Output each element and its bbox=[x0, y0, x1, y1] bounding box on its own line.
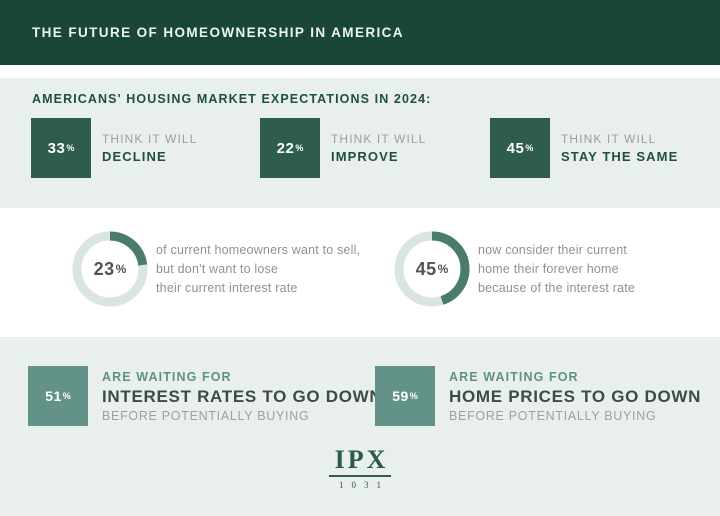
stat-value: 33 bbox=[47, 139, 66, 157]
donut-stat-forever-home: 45% now consider their current home thei… bbox=[394, 231, 635, 307]
stat-keyword: DECLINE bbox=[102, 149, 167, 164]
stat-prefix: THINK IT WILL bbox=[102, 132, 198, 146]
stat-value-box-decline: 33% bbox=[31, 118, 91, 178]
stat-label-improve: THINK IT WILL IMPROVE bbox=[331, 132, 426, 164]
logo-subtext: 1031 bbox=[339, 480, 389, 490]
percent-sign: % bbox=[62, 391, 71, 401]
stat-value-box-interest-rates: 51% bbox=[28, 366, 88, 426]
percent-sign: % bbox=[525, 143, 534, 153]
stat-label-decline: THINK IT WILL DECLINE bbox=[102, 132, 197, 164]
expectations-heading: AMERICANS' HOUSING MARKET EXPECTATIONS I… bbox=[32, 92, 432, 106]
percent-sign: % bbox=[115, 262, 127, 276]
donut-description: now consider their current home their fo… bbox=[478, 242, 636, 295]
donut-svg bbox=[72, 231, 148, 307]
donut-section: 23% of current homeowners want to sell, … bbox=[0, 208, 720, 337]
donut-value: 45 bbox=[415, 258, 437, 279]
donut-percent-label: 23% bbox=[72, 231, 148, 307]
percent-sign: % bbox=[409, 391, 418, 401]
expectations-section: AMERICANS' HOUSING MARKET EXPECTATIONS I… bbox=[0, 78, 720, 208]
donut-svg bbox=[394, 231, 470, 307]
stat-value-box-stay-same: 45% bbox=[490, 118, 550, 178]
stat-label-interest-rates: ARE WAITING FOR INTEREST RATES TO GO DOW… bbox=[102, 370, 382, 423]
donut-description: of current homeowners want to sell, but … bbox=[156, 242, 361, 295]
ipx1031-logo: IPX 1031 bbox=[0, 447, 720, 490]
donut-arc bbox=[394, 231, 470, 307]
stat-value: 51 bbox=[45, 388, 62, 404]
waiting-prefix: ARE WAITING FOR bbox=[102, 369, 232, 384]
donut-stat-sellers: 23% of current homeowners want to sell, … bbox=[72, 231, 360, 307]
stat-value: 59 bbox=[392, 388, 409, 404]
waiting-keyword: HOME PRICES TO GO DOWN bbox=[449, 386, 702, 406]
stat-improve: 22% THINK IT WILL IMPROVE bbox=[260, 118, 426, 178]
logo-rule bbox=[329, 475, 391, 477]
stat-value: 45 bbox=[506, 139, 525, 157]
waiting-keyword: INTEREST RATES TO GO DOWN bbox=[102, 386, 383, 406]
waiting-suffix: BEFORE POTENTIALLY BUYING bbox=[102, 408, 310, 423]
waiting-suffix: BEFORE POTENTIALLY BUYING bbox=[449, 408, 657, 423]
stat-value-box-improve: 22% bbox=[260, 118, 320, 178]
waiting-prefix: ARE WAITING FOR bbox=[449, 369, 579, 384]
page-title: THE FUTURE OF HOMEOWNERSHIP IN AMERICA bbox=[32, 25, 404, 40]
stat-waiting-interest-rates: 51% ARE WAITING FOR INTEREST RATES TO GO… bbox=[28, 366, 382, 426]
stat-decline: 33% THINK IT WILL DECLINE bbox=[31, 118, 197, 178]
stat-label-home-prices: ARE WAITING FOR HOME PRICES TO GO DOWN B… bbox=[449, 370, 701, 423]
logo-wordmark: IPX bbox=[334, 445, 389, 474]
stat-keyword: STAY THE SAME bbox=[561, 149, 679, 164]
donut-percent-label: 45% bbox=[394, 231, 470, 307]
stat-waiting-home-prices: 59% ARE WAITING FOR HOME PRICES TO GO DO… bbox=[375, 366, 701, 426]
stat-prefix: THINK IT WILL bbox=[331, 132, 427, 146]
percent-sign: % bbox=[66, 143, 75, 153]
waiting-section: 51% ARE WAITING FOR INTEREST RATES TO GO… bbox=[0, 337, 720, 516]
donut-chart-forever-home: 45% bbox=[394, 231, 470, 307]
stat-keyword: IMPROVE bbox=[331, 149, 399, 164]
donut-chart-sellers: 23% bbox=[72, 231, 148, 307]
donut-arc bbox=[72, 231, 148, 307]
percent-sign: % bbox=[295, 143, 304, 153]
donut-value: 23 bbox=[93, 258, 115, 279]
stat-value: 22 bbox=[276, 139, 295, 157]
stat-prefix: THINK IT WILL bbox=[561, 132, 657, 146]
stat-stay-same: 45% THINK IT WILL STAY THE SAME bbox=[490, 118, 678, 178]
percent-sign: % bbox=[437, 262, 449, 276]
stat-value-box-home-prices: 59% bbox=[375, 366, 435, 426]
stat-label-stay-same: THINK IT WILL STAY THE SAME bbox=[561, 132, 678, 164]
header-bar: THE FUTURE OF HOMEOWNERSHIP IN AMERICA bbox=[0, 0, 720, 65]
